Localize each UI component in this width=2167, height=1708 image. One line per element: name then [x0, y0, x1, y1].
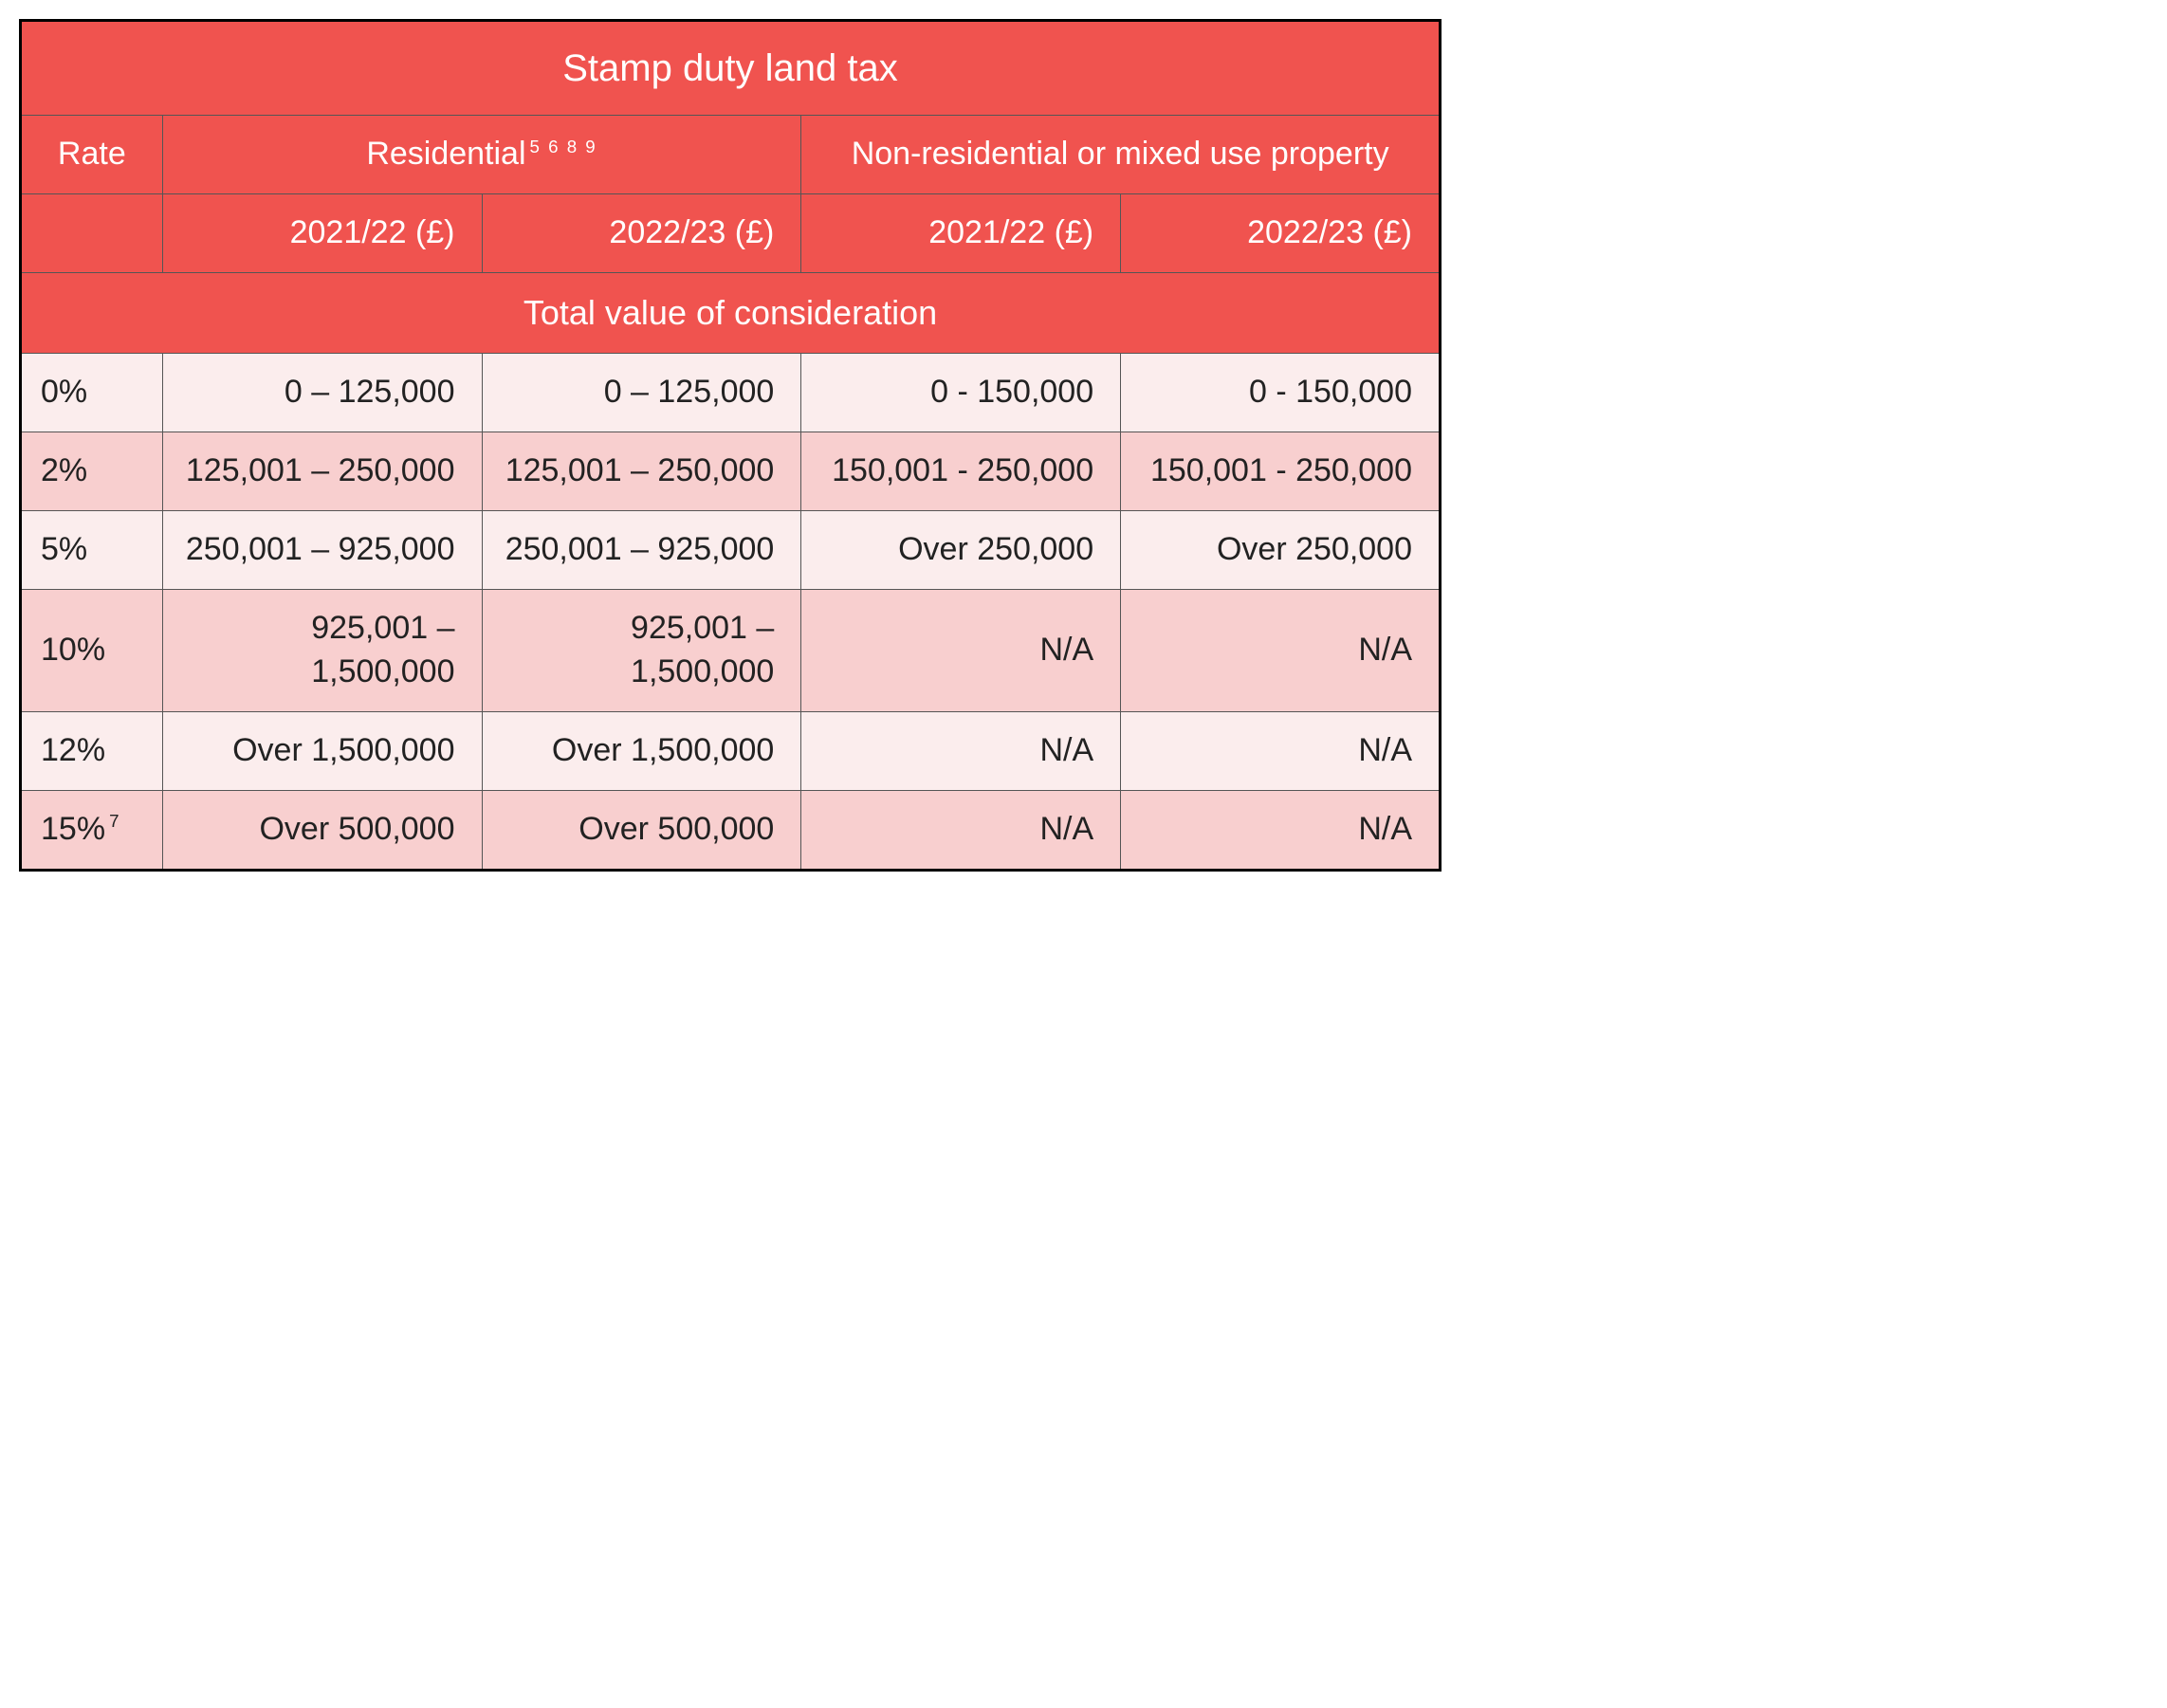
value-cell: 925,001 – 1,500,000 [162, 590, 482, 712]
sdlt-table: Stamp duty land tax Rate Residential 5 6 … [19, 19, 1442, 872]
rate-cell: 12% [21, 711, 163, 790]
rate-cell: 15%7 [21, 790, 163, 870]
table-row: 2%125,001 – 250,000125,001 – 250,000150,… [21, 432, 1441, 511]
value-cell: N/A [801, 790, 1121, 870]
rate-footnote: 7 [109, 811, 120, 831]
value-cell: N/A [801, 711, 1121, 790]
col-header-rate-blank [21, 193, 163, 272]
residential-footnotes: 5 6 8 9 [530, 137, 597, 156]
value-cell: N/A [1121, 790, 1441, 870]
rate-cell: 5% [21, 511, 163, 590]
table-row: 12%Over 1,500,000Over 1,500,000N/AN/A [21, 711, 1441, 790]
table-row: 5%250,001 – 925,000250,001 – 925,000Over… [21, 511, 1441, 590]
rate-cell: 0% [21, 354, 163, 432]
table-row: 15%7Over 500,000Over 500,000N/AN/A [21, 790, 1441, 870]
value-cell: Over 1,500,000 [162, 711, 482, 790]
value-cell: 0 – 125,000 [162, 354, 482, 432]
value-cell: Over 500,000 [482, 790, 801, 870]
value-cell: Over 250,000 [1121, 511, 1441, 590]
value-cell: N/A [801, 590, 1121, 712]
value-cell: Over 250,000 [801, 511, 1121, 590]
col-header-year-non-2: 2022/23 (£) [1121, 193, 1441, 272]
value-cell: 125,001 – 250,000 [482, 432, 801, 511]
table-row: 10%925,001 – 1,500,000925,001 – 1,500,00… [21, 590, 1441, 712]
value-cell: 125,001 – 250,000 [162, 432, 482, 511]
col-header-residential: Residential 5 6 8 9 [162, 116, 801, 194]
col-header-year-non-1: 2021/22 (£) [801, 193, 1121, 272]
col-header-rate: Rate [21, 116, 163, 194]
value-cell: 0 – 125,000 [482, 354, 801, 432]
value-cell: 0 - 150,000 [801, 354, 1121, 432]
value-cell: 150,001 - 250,000 [1121, 432, 1441, 511]
value-cell: 250,001 – 925,000 [162, 511, 482, 590]
table-title: Stamp duty land tax [21, 21, 1441, 116]
col-header-year-res-1: 2021/22 (£) [162, 193, 482, 272]
residential-label: Residential [366, 136, 525, 172]
table-row: 0%0 – 125,0000 – 125,0000 - 150,0000 - 1… [21, 354, 1441, 432]
subheading-total-value: Total value of consideration [21, 272, 1441, 354]
value-cell: 0 - 150,000 [1121, 354, 1441, 432]
rate-cell: 2% [21, 432, 163, 511]
value-cell: 925,001 – 1,500,000 [482, 590, 801, 712]
table-body: 0%0 – 125,0000 – 125,0000 - 150,0000 - 1… [21, 354, 1441, 870]
rate-cell: 10% [21, 590, 163, 712]
value-cell: N/A [1121, 590, 1441, 712]
value-cell: N/A [1121, 711, 1441, 790]
value-cell: 250,001 – 925,000 [482, 511, 801, 590]
value-cell: Over 1,500,000 [482, 711, 801, 790]
value-cell: Over 500,000 [162, 790, 482, 870]
col-header-year-res-2: 2022/23 (£) [482, 193, 801, 272]
col-header-nonresidential: Non-residential or mixed use property [801, 116, 1441, 194]
value-cell: 150,001 - 250,000 [801, 432, 1121, 511]
